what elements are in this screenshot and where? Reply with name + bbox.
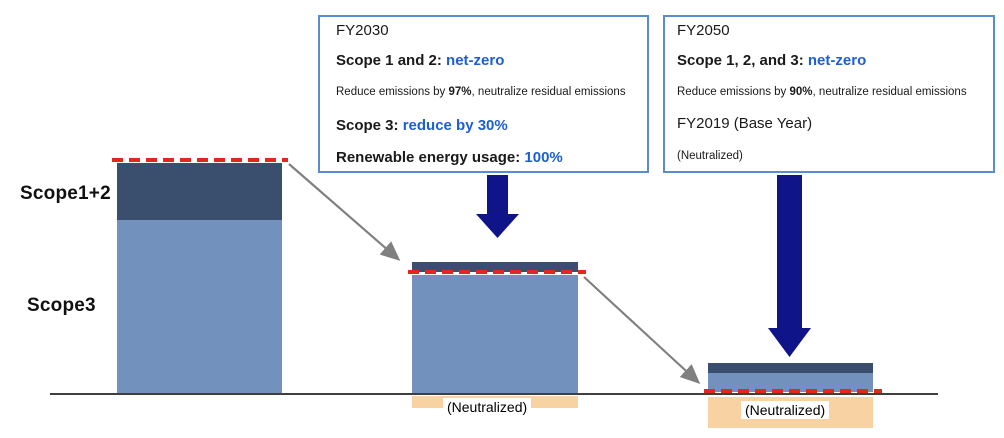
fy2030-scope3-value: reduce by 30%: [402, 117, 508, 134]
gray-connector-arrow-fy2030-to-fy2050: [583, 276, 701, 384]
fy2019-target-dash-line: [112, 158, 288, 162]
navy-down-arrow-fy2030: [476, 175, 519, 238]
fy2030-note-pct: 97%: [448, 86, 472, 98]
fy2050-note-pre: Reduce emissions by: [677, 86, 790, 98]
fy2030-note-pre: Reduce emissions by: [336, 86, 449, 98]
fy2030-note-post: , neutralize residual emissions: [471, 86, 626, 98]
fy2050-neutralized-chip: (Neutralized): [741, 401, 830, 419]
fy2030-scope3-label: Scope 3:: [336, 117, 403, 134]
fy2019-scope12-segment: [117, 163, 282, 220]
fy2030-renewable-line: Renewable energy usage: 100%: [336, 149, 563, 166]
fy2030-note-line: Reduce emissions by 97%, neutralize resi…: [336, 86, 626, 98]
fy2050-scope123-line: Scope 1, 2, and 3: net-zero: [677, 52, 866, 69]
fy2030-renewable-label: Renewable energy usage:: [336, 149, 525, 166]
fy2030-scope12-cap: [412, 262, 578, 272]
fy2019-scope3-segment: [117, 220, 282, 393]
fy2050-scope12-cap: [708, 363, 873, 373]
fy2050-box-title: FY2050: [677, 22, 730, 39]
fy2050-scope123-label: Scope 1, 2, and 3:: [677, 52, 808, 69]
fy2050-note-post: , neutralize residual emissions: [812, 86, 967, 98]
fy2050-scope123-value: net-zero: [807, 52, 867, 69]
fy2050-base-year-line: FY2019 (Base Year): [677, 115, 813, 132]
label-scope1-2: Scope1+2: [20, 183, 111, 204]
fy2050-note-pct: 90%: [789, 86, 813, 98]
label-scope3: Scope3: [27, 295, 96, 316]
fy2030-scope3-line: Scope 3: reduce by 30%: [336, 117, 508, 134]
fy2030-neutralized-chip: (Neutralized): [443, 398, 532, 416]
fy2050-neutralized-line: (Neutralized): [677, 150, 743, 162]
fy2030-target-dash-line: [408, 270, 586, 274]
fy2050-scope3-segment: [708, 373, 873, 392]
annotation-box-fy2030: FY2030 Scope 1 and 2: net-zero Reduce em…: [318, 15, 649, 173]
fy2030-renewable-value: 100%: [524, 149, 563, 166]
annotation-box-fy2050: FY2050 Scope 1, 2, and 3: net-zero Reduc…: [663, 15, 995, 173]
gray-connector-arrow-fy2019-to-fy2030: [288, 163, 401, 261]
fy2030-scope12-value: net-zero: [446, 52, 505, 69]
baseline-axis: [50, 393, 938, 395]
fy2050-note-line: Reduce emissions by 90%, neutralize resi…: [677, 86, 967, 98]
fy2030-box-title: FY2030: [336, 22, 389, 39]
fy2030-scope3-segment: [412, 275, 578, 393]
navy-down-arrow-fy2050: [768, 175, 811, 357]
fy2030-scope12-label: Scope 1 and 2:: [336, 52, 447, 69]
fy2030-scope12-line: Scope 1 and 2: net-zero: [336, 52, 504, 69]
fy2050-target-dash-line: [704, 389, 882, 393]
